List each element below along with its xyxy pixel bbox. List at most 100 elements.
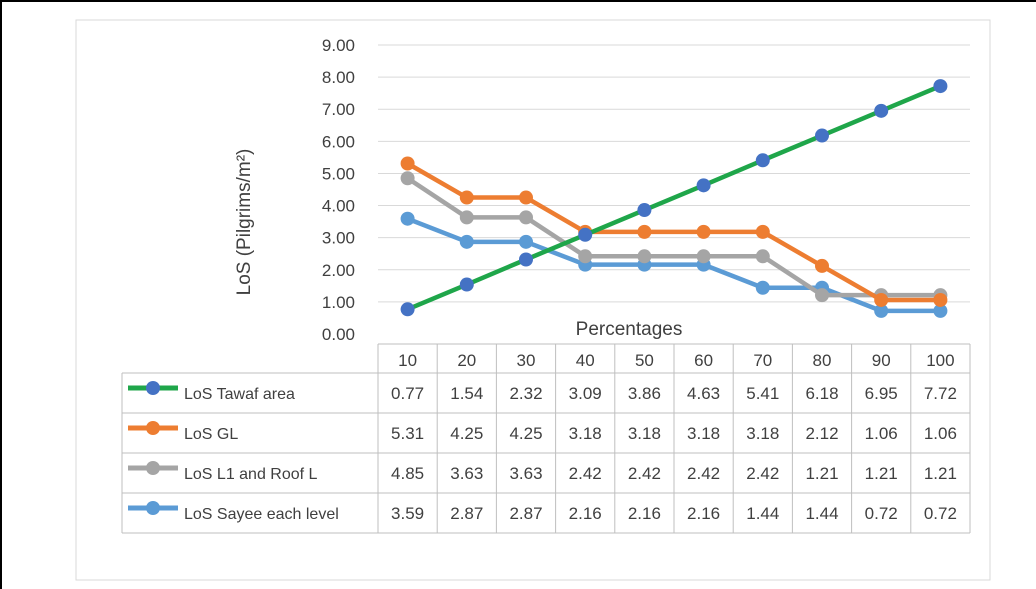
plot-series <box>400 79 948 318</box>
data-table: 10 20 30 40 50 60 70 80 90 100 LoS Tawaf area 0.77 1… <box>121 343 971 534</box>
x-tick-label: 80 <box>813 351 832 370</box>
x-tick-label: 10 <box>398 351 417 370</box>
data-point <box>696 224 711 239</box>
x-tick-label: 100 <box>926 351 954 370</box>
data-point <box>637 249 652 264</box>
data-point <box>400 211 415 226</box>
y-axis-ticks: 0.00 1.00 2.00 3.00 4.00 5.00 6.00 7.00 8.00 9.00 <box>322 36 355 344</box>
series-line <box>406 176 941 298</box>
table-cell-value: 0.72 <box>865 504 898 523</box>
data-point <box>637 203 652 218</box>
data-point <box>459 190 474 205</box>
chart-area <box>75 19 991 581</box>
legend-key-marker <box>146 421 160 435</box>
table-cell-value: 3.18 <box>687 424 720 443</box>
table-cell-value: 3.86 <box>628 384 661 403</box>
x-tick-label: 40 <box>576 351 595 370</box>
data-point <box>755 153 770 168</box>
data-point <box>400 171 415 186</box>
y-tick-label: 8.00 <box>322 68 355 87</box>
data-point <box>874 292 889 307</box>
table-cell-value: 1.06 <box>865 424 898 443</box>
legend-key-marker <box>146 461 160 475</box>
legend-entry: LoS Tawaf area <box>184 386 295 403</box>
table-cell-value: 2.42 <box>569 464 602 483</box>
y-tick-label: 0.00 <box>322 325 355 344</box>
table-cell-value: 0.72 <box>924 504 957 523</box>
y-tick-label: 7.00 <box>322 100 355 119</box>
data-point <box>400 156 415 171</box>
table-cell-value: 3.63 <box>450 464 483 483</box>
data-point <box>459 210 474 225</box>
data-point <box>755 280 770 295</box>
table-cell-value: 1.54 <box>450 384 483 403</box>
table-cell-value: 2.16 <box>628 504 661 523</box>
table-cell-value: 6.95 <box>865 384 898 403</box>
y-tick-label: 9.00 <box>322 36 355 55</box>
data-point <box>933 292 948 307</box>
y-tick-label: 6.00 <box>322 132 355 151</box>
y-tick-label: 2.00 <box>322 261 355 280</box>
x-tick-label: 20 <box>457 351 476 370</box>
table-cell-value: 6.18 <box>805 384 838 403</box>
table-cell-value: 2.42 <box>628 464 661 483</box>
table-cell-value: 3.18 <box>628 424 661 443</box>
y-tick-label: 3.00 <box>322 229 355 248</box>
data-point <box>519 234 533 249</box>
data-point <box>815 258 829 273</box>
y-axis-title: LoS (Pilgrims/m²) <box>234 149 255 296</box>
table-cell-value: 1.21 <box>805 464 838 483</box>
data-point <box>696 178 711 193</box>
table-cell-value: 2.87 <box>509 504 542 523</box>
data-point <box>578 227 593 242</box>
series-line <box>406 84 942 312</box>
legend-key-marker <box>146 501 160 515</box>
legend-key-marker <box>146 381 160 395</box>
data-point <box>519 190 533 205</box>
table-cell-value: 2.32 <box>509 384 542 403</box>
table-cell-value: 4.63 <box>687 384 720 403</box>
table-cell-value: 2.16 <box>569 504 602 523</box>
y-tick-label: 1.00 <box>322 293 355 312</box>
y-tick-label: 5.00 <box>322 164 355 183</box>
data-point <box>874 303 889 318</box>
gridlines <box>378 44 970 303</box>
series-line <box>406 161 941 303</box>
data-point <box>933 79 948 94</box>
table-cell-value: 3.18 <box>569 424 602 443</box>
data-point <box>933 303 948 318</box>
table-cell-value: 1.44 <box>805 504 838 523</box>
x-tick-label: 70 <box>753 351 772 370</box>
table-cell-value: 1.06 <box>924 424 957 443</box>
legend-entry: LoS L1 and Roof L <box>184 466 318 483</box>
data-point <box>874 103 889 118</box>
data-point <box>519 252 533 267</box>
data-point <box>400 302 415 317</box>
data-point <box>815 288 829 303</box>
data-point <box>755 249 770 264</box>
data-point <box>637 224 652 239</box>
legend-entry: LoS GL <box>184 426 238 443</box>
data-point <box>755 224 770 239</box>
data-point <box>815 128 829 143</box>
table-cell-value: 2.12 <box>805 424 838 443</box>
x-tick-label: 50 <box>635 351 654 370</box>
table-cell-value: 0.77 <box>391 384 424 403</box>
table-cell-value: 1.21 <box>865 464 898 483</box>
x-tick-label: 60 <box>694 351 713 370</box>
table-cell-value: 3.09 <box>569 384 602 403</box>
series-line <box>406 216 941 314</box>
y-tick-label: 4.00 <box>322 197 355 216</box>
table-cell-value: 4.25 <box>509 424 542 443</box>
table-cell-value: 3.63 <box>509 464 542 483</box>
data-point <box>519 210 533 225</box>
x-axis-title: Percentages <box>576 319 683 340</box>
data-point <box>459 277 474 292</box>
data-point <box>696 249 711 264</box>
table-cell-value: 3.59 <box>391 504 424 523</box>
x-tick-label: 30 <box>517 351 536 370</box>
table-cell-value: 1.44 <box>746 504 779 523</box>
table-cell-value: 4.85 <box>391 464 424 483</box>
